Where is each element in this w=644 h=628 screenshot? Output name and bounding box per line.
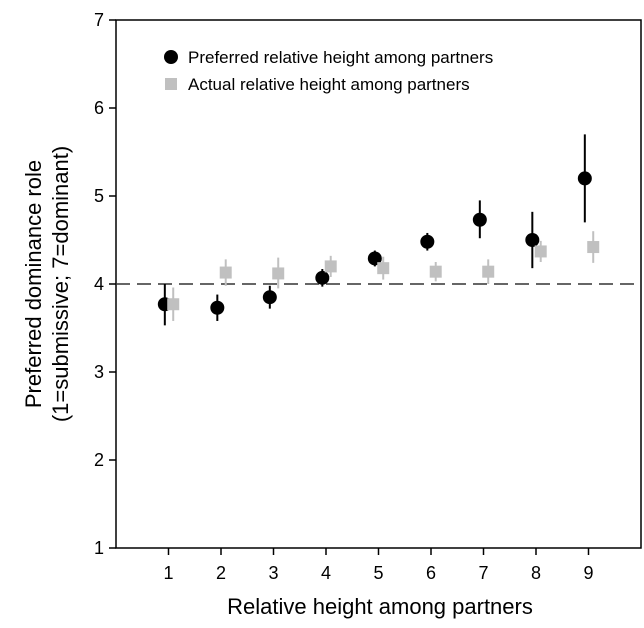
data-point-actual xyxy=(167,298,180,311)
x-tick-label: 3 xyxy=(268,563,278,583)
x-tick-label: 8 xyxy=(531,563,541,583)
x-tick-label: 6 xyxy=(426,563,436,583)
x-tick-label: 2 xyxy=(216,563,226,583)
x-axis-title: Relative height among partners xyxy=(227,594,533,619)
data-point-preferred xyxy=(420,234,435,249)
y-tick-label: 4 xyxy=(94,274,104,294)
data-point-actual xyxy=(587,241,600,254)
legend-label-preferred: Preferred relative height among partners xyxy=(188,48,493,67)
data-point-preferred xyxy=(367,251,382,266)
data-point-actual xyxy=(429,265,442,278)
legend: Preferred relative height among partners… xyxy=(164,48,493,94)
legend-marker-actual xyxy=(165,78,177,90)
y-tick-label: 3 xyxy=(94,362,104,382)
x-tick-label: 4 xyxy=(321,563,331,583)
x-tick-label: 7 xyxy=(478,563,488,583)
y-tick-label: 5 xyxy=(94,186,104,206)
data-point-actual xyxy=(219,266,232,279)
data-point-actual xyxy=(482,265,495,278)
x-tick-label: 5 xyxy=(373,563,383,583)
x-tick-label: 1 xyxy=(163,563,173,583)
data-point-actual xyxy=(272,267,285,280)
data-point-actual xyxy=(324,260,337,273)
data-point-preferred xyxy=(525,233,540,247)
data-point-preferred xyxy=(262,290,277,305)
data-point-actual xyxy=(377,262,390,275)
legend-label-actual: Actual relative height among partners xyxy=(188,75,470,94)
y-tick-label: 2 xyxy=(94,450,104,470)
data-point-preferred xyxy=(577,171,592,186)
y-tick-label: 7 xyxy=(94,10,104,30)
y-axis-title-line2: (1=submissive; 7=dominant) xyxy=(48,146,73,422)
y-tick-label: 6 xyxy=(94,98,104,118)
y-axis-title-line1: Preferred dominance role xyxy=(21,160,46,408)
x-tick-label: 9 xyxy=(583,563,593,583)
data-point-preferred xyxy=(210,300,225,315)
y-tick-label: 1 xyxy=(94,538,104,558)
legend-marker-preferred xyxy=(164,50,178,64)
data-point-preferred xyxy=(472,212,487,227)
data-point-actual xyxy=(534,245,547,258)
data-point-preferred xyxy=(315,270,330,285)
